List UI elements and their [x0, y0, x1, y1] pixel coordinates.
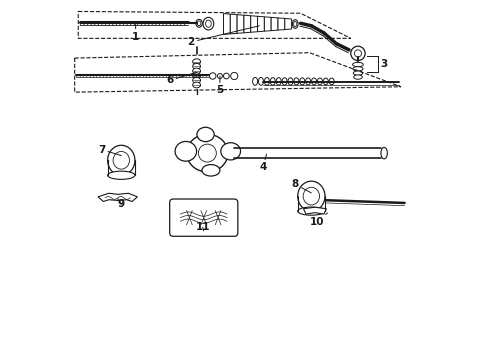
Text: 3: 3: [381, 59, 388, 69]
Ellipse shape: [323, 78, 328, 85]
Polygon shape: [230, 14, 237, 34]
Ellipse shape: [175, 141, 196, 161]
Ellipse shape: [223, 73, 229, 79]
Ellipse shape: [196, 19, 202, 27]
Ellipse shape: [187, 134, 228, 172]
Ellipse shape: [221, 143, 241, 160]
Polygon shape: [265, 17, 271, 31]
Text: 7: 7: [98, 144, 122, 156]
Ellipse shape: [354, 75, 362, 79]
Ellipse shape: [197, 127, 214, 141]
Polygon shape: [244, 15, 251, 33]
Text: 8: 8: [292, 179, 311, 193]
Text: 2: 2: [188, 26, 259, 47]
Ellipse shape: [108, 145, 135, 175]
Polygon shape: [258, 16, 265, 32]
Ellipse shape: [193, 63, 200, 69]
Ellipse shape: [381, 147, 388, 159]
Polygon shape: [303, 207, 326, 214]
FancyBboxPatch shape: [170, 199, 238, 236]
Ellipse shape: [312, 78, 317, 85]
Ellipse shape: [203, 17, 214, 30]
Ellipse shape: [353, 71, 363, 75]
Ellipse shape: [193, 59, 200, 64]
Text: 9: 9: [118, 199, 125, 210]
Ellipse shape: [329, 78, 334, 85]
Ellipse shape: [218, 73, 222, 78]
Polygon shape: [223, 14, 230, 35]
Polygon shape: [278, 18, 285, 30]
Ellipse shape: [276, 78, 281, 85]
Ellipse shape: [259, 77, 264, 85]
Ellipse shape: [193, 68, 200, 74]
Ellipse shape: [353, 67, 363, 71]
Ellipse shape: [282, 78, 287, 85]
Ellipse shape: [231, 72, 238, 80]
Ellipse shape: [265, 77, 270, 85]
Ellipse shape: [193, 77, 200, 83]
Ellipse shape: [253, 77, 258, 85]
Polygon shape: [251, 16, 258, 32]
Ellipse shape: [108, 171, 135, 179]
Circle shape: [351, 46, 365, 60]
Ellipse shape: [300, 78, 305, 85]
Text: 5: 5: [216, 76, 223, 95]
Text: 4: 4: [259, 154, 267, 172]
Ellipse shape: [353, 62, 364, 67]
Ellipse shape: [210, 73, 216, 79]
Ellipse shape: [288, 78, 293, 85]
Ellipse shape: [193, 73, 200, 78]
Polygon shape: [237, 15, 244, 33]
Ellipse shape: [202, 165, 220, 176]
Ellipse shape: [306, 78, 311, 85]
Text: 1: 1: [132, 24, 139, 41]
Ellipse shape: [298, 181, 325, 211]
Ellipse shape: [270, 78, 275, 85]
Ellipse shape: [294, 78, 299, 85]
Polygon shape: [98, 193, 137, 202]
Polygon shape: [285, 18, 292, 30]
Text: 10: 10: [310, 213, 327, 227]
Ellipse shape: [318, 78, 322, 85]
Polygon shape: [271, 17, 278, 31]
Text: 11: 11: [196, 222, 210, 232]
Text: 6: 6: [166, 72, 196, 85]
Ellipse shape: [193, 82, 200, 88]
Ellipse shape: [293, 20, 298, 28]
Ellipse shape: [298, 207, 325, 215]
